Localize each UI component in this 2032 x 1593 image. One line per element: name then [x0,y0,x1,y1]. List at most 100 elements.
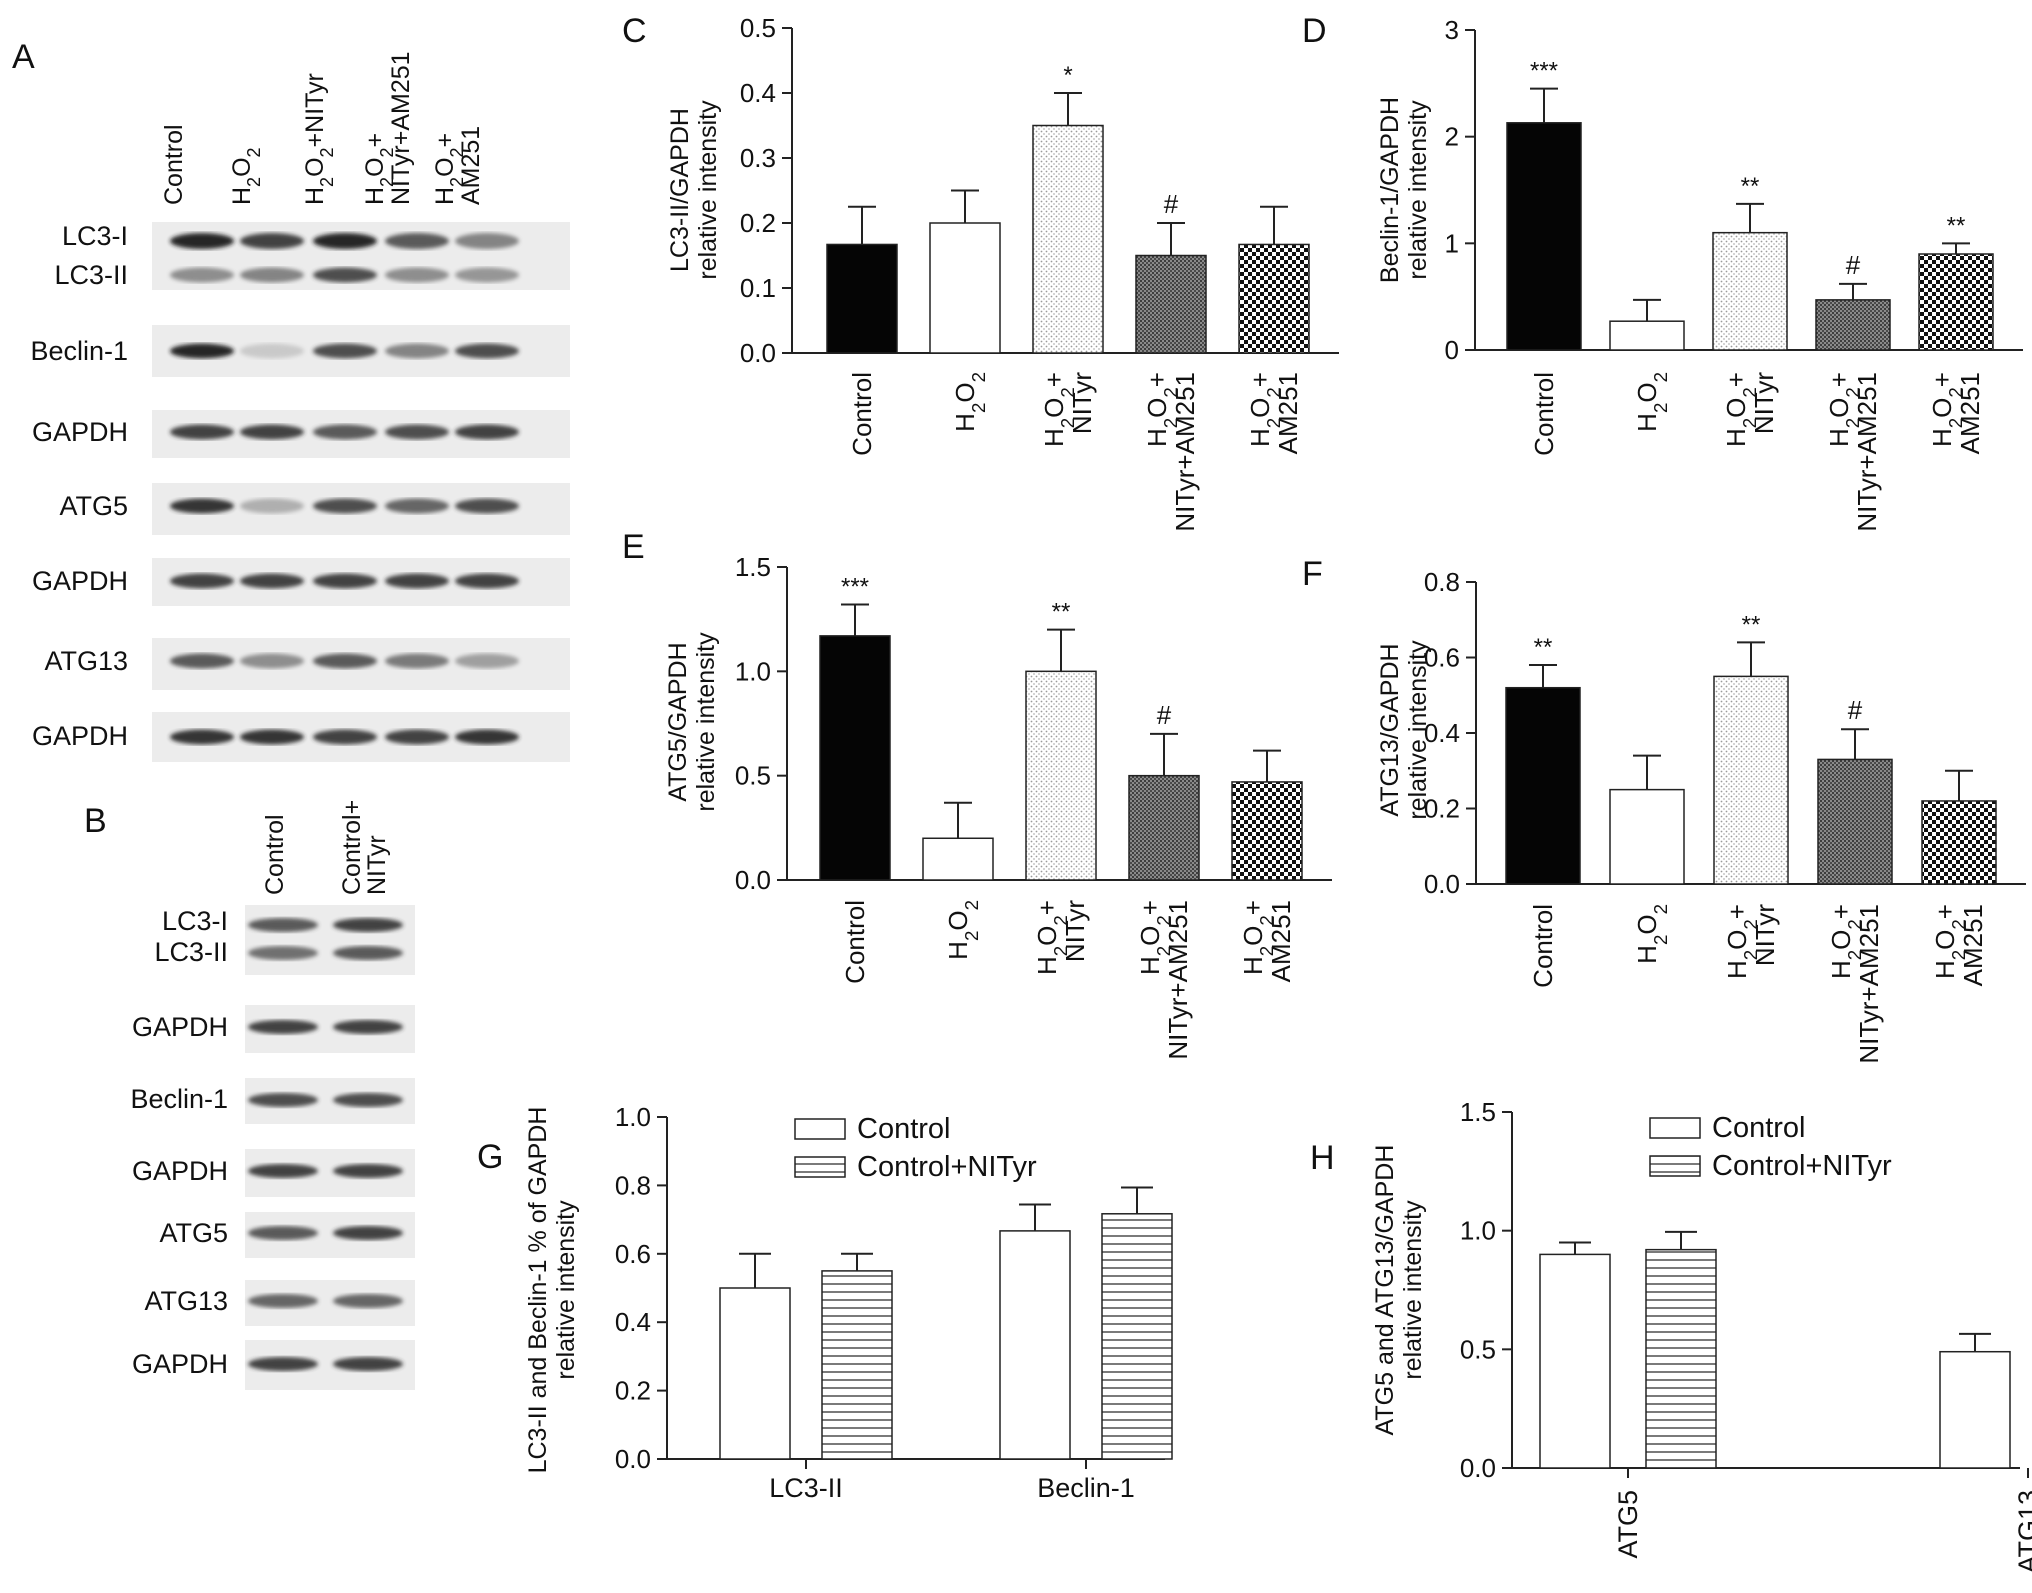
bar [922,837,994,881]
significance-marker: *** [841,574,869,601]
significance-marker: ** [1741,173,1760,200]
y-tick-label: 0.6 [615,1239,651,1269]
y-tick-label: 0 [1445,335,1459,365]
blot-strip [152,558,570,606]
category-label: H2O2+ [1142,372,1181,447]
blot-band [313,233,377,249]
lane-label-control-nityr: Control+ [338,800,366,895]
blot-label: LC3-I [162,906,228,936]
bar-control-nityr [821,1270,893,1460]
bar-control-nityr [1101,1213,1173,1460]
significance-marker: ** [1742,611,1761,638]
y-axis-label: relative intensity [1404,640,1432,820]
significance-marker: # [1164,189,1179,219]
category-label: Control [847,372,877,456]
blot-strip [245,1149,415,1197]
y-tick-label: 0.3 [740,143,776,173]
chart-c: C 0.0 0.1 0.2 0.3 0.4 0.5 LC3-II/GAPDH relative … [622,12,1339,532]
bar [929,222,1001,354]
blot-strip [245,1005,415,1053]
blot-label: GAPDH [32,417,128,447]
blot-band [385,653,449,669]
y-tick-label: 0.8 [1424,567,1460,597]
blot-band [333,1020,403,1034]
blot-strip [152,325,570,377]
y-tick-label: 0.5 [735,761,771,791]
bar [1918,253,1994,351]
blot-label: GAPDH [132,1349,228,1379]
blot-label: Beclin-1 [30,336,128,366]
blot-label: GAPDH [32,721,128,751]
y-tick-label: 1.0 [615,1102,651,1132]
bar-control [999,1230,1071,1460]
blot-label: GAPDH [132,1156,228,1186]
lane-label: NITyr+AM251 [387,51,415,205]
legend-label: Control+NITyr [1712,1150,1892,1182]
blot-label: ATG5 [159,1218,228,1248]
blot-band [385,233,449,249]
blot-band [333,946,403,960]
y-tick-label: 0.0 [735,865,771,895]
blot-band [385,498,449,514]
y-axis-label: relative intensity [692,632,720,812]
blot-band [240,343,304,359]
blot-band [385,267,449,283]
lane-label-control: Control [160,124,188,205]
bar [1128,774,1200,881]
blot-strip [152,712,570,762]
blot-band [313,729,377,745]
blot-band [313,343,377,359]
bar [1815,299,1891,351]
significance-marker: ** [1947,212,1966,239]
blot-band [170,653,234,669]
blot-band [455,233,519,249]
bar [1506,122,1582,351]
blot-band [385,729,449,745]
blot-label: ATG13 [44,646,128,676]
y-tick-label: 0.4 [615,1307,651,1337]
y-axis-label: relative intensity [1399,1200,1427,1380]
blot-band [248,1093,318,1107]
category-label: H2O2 [1632,372,1671,432]
blot-band [240,498,304,514]
blot-strip [152,638,570,690]
y-tick-label: 1.0 [1460,1216,1496,1246]
bar [1025,670,1097,881]
blot-band [170,267,234,283]
bar [826,243,898,354]
blot-band [248,1294,318,1308]
blot-band [455,498,519,514]
y-axis-label: relative intensity [694,100,722,280]
category-label: H2O2+ [1930,904,1969,979]
y-tick-label: 0.0 [740,338,776,368]
y-axis-label: relative intensity [1404,100,1432,280]
lane-label: H2O2+ [431,133,467,205]
blot-band [455,424,519,440]
blot-strip [245,1212,415,1258]
panel-letter-e: E [622,528,645,566]
bar [1032,124,1104,354]
blot-strip [152,483,570,535]
blot-band [455,573,519,589]
category-label: NITyr [1067,372,1097,434]
blot-band [313,498,377,514]
blot-strip [245,905,415,975]
y-tick-label: 0.5 [740,13,776,43]
bar [1231,781,1303,881]
category-label: H2O2 [950,372,989,432]
blot-band [170,233,234,249]
bar [1609,320,1685,351]
bar [1712,231,1788,351]
y-axis-label: ATG5/GAPDH [664,642,692,801]
legend-swatch [1649,1117,1701,1139]
blot-band [240,267,304,283]
significance-marker: ** [1052,599,1071,626]
legend-label: Control [1712,1112,1806,1144]
y-tick-label: 1.5 [1460,1097,1496,1127]
blot-band [455,267,519,283]
category-label: Control [840,900,870,984]
y-tick-label: 0.2 [1424,794,1460,824]
